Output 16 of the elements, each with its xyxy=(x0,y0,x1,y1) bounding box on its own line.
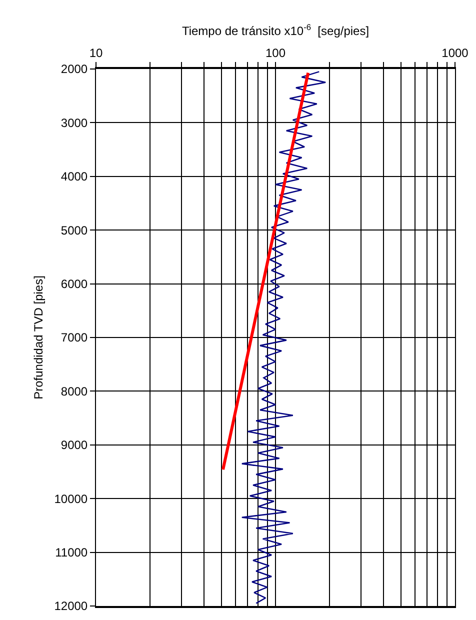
y-tick-label: 2000 xyxy=(60,62,88,76)
x-axis-title: Tiempo de tránsito x10$^{-6}$ [seg/pies] xyxy=(182,22,370,38)
y-tick-label: 4000 xyxy=(60,170,88,184)
x-tick-label: 10 xyxy=(89,46,103,60)
y-tick-label: 8000 xyxy=(60,384,88,398)
y-tick-label: 12000 xyxy=(54,599,88,614)
y-tick-label: 6000 xyxy=(60,277,88,291)
y-tick-label: 11000 xyxy=(55,546,88,560)
x-tick-label: 1000 xyxy=(442,46,469,60)
y-tick-label: 5000 xyxy=(60,223,88,238)
y-axis-title: Profundidad TVD [pies] xyxy=(32,276,46,400)
y-tick-label: 9000 xyxy=(60,438,88,452)
y-tick-label: 10000 xyxy=(54,492,88,506)
x-tick-label: 100 xyxy=(265,46,286,60)
y-tick-label: 7000 xyxy=(60,330,88,345)
y-tick-label: 3000 xyxy=(60,116,88,130)
